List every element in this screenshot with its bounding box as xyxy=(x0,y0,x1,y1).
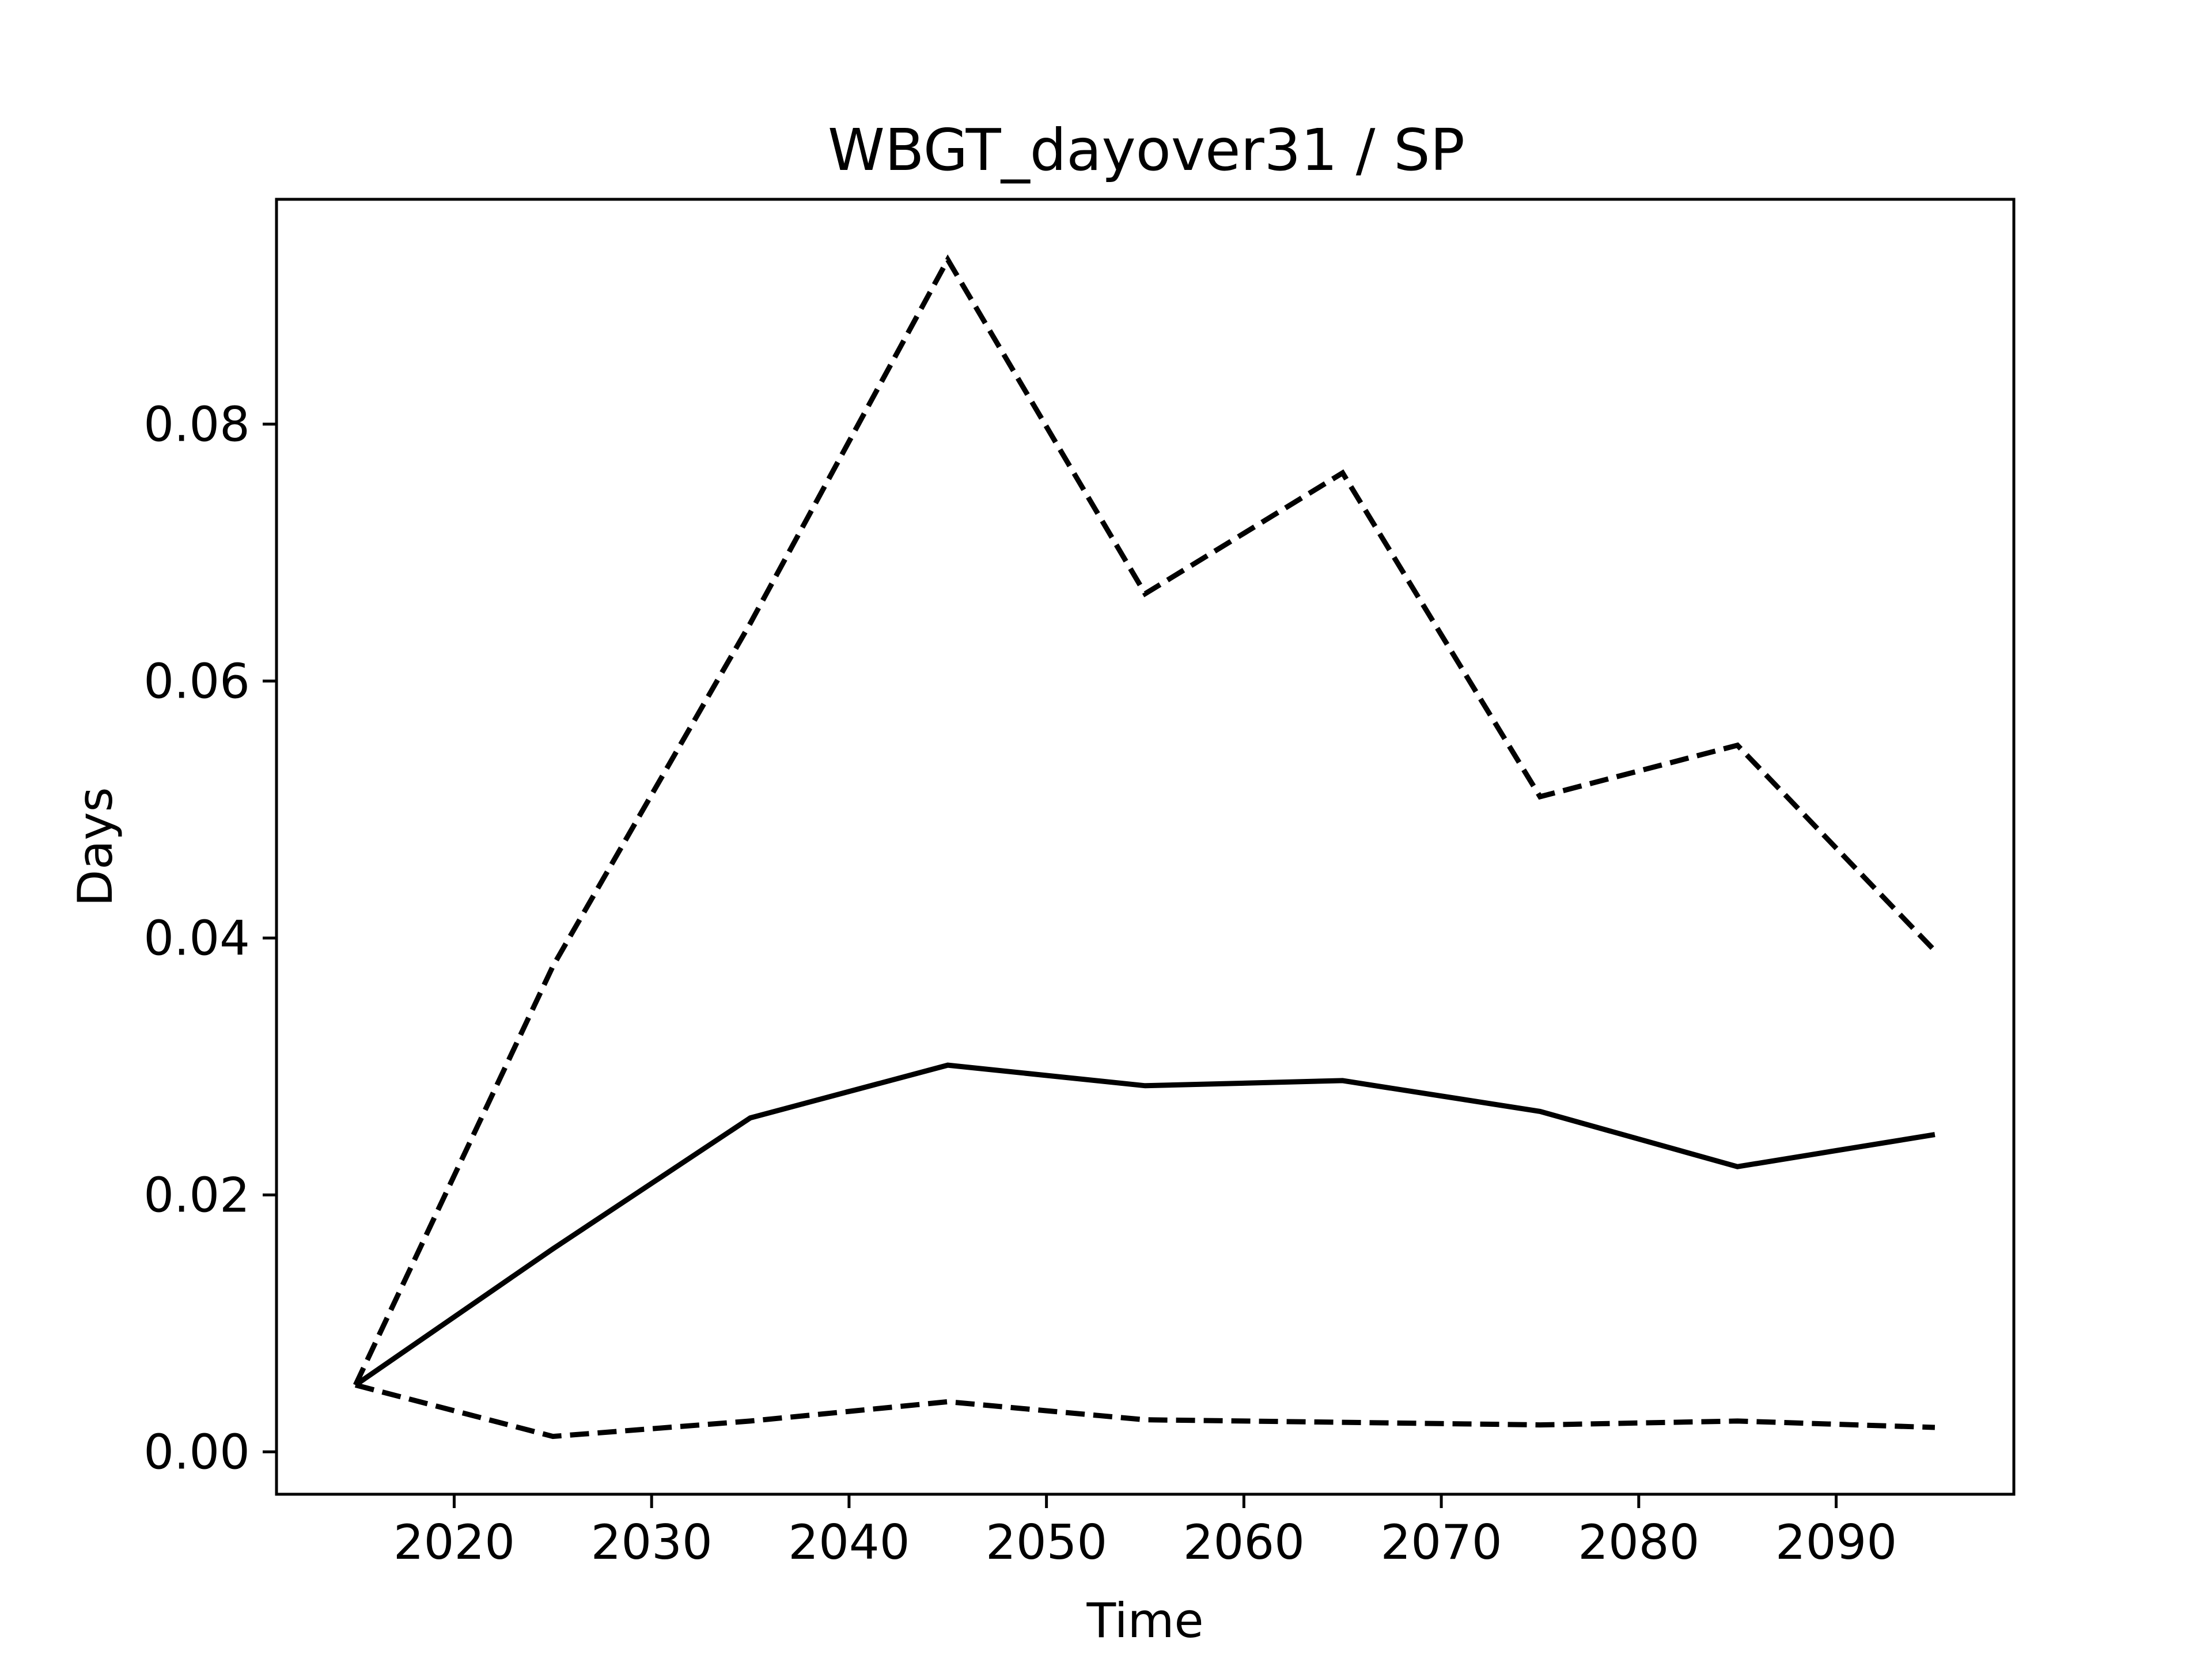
x-tick-label-2020: 2020 xyxy=(393,1514,515,1570)
y-tick-label-0: 0.00 xyxy=(143,1424,250,1480)
x-axis-label: Time xyxy=(1086,1593,1203,1649)
y-tick-label-2: 0.04 xyxy=(143,910,250,966)
chart-title: WBGT_dayover31 / SP xyxy=(828,116,1465,184)
y-tick-label-4: 0.08 xyxy=(143,396,250,452)
x-tick-label-2050: 2050 xyxy=(986,1514,1107,1570)
y-tick-label-3: 0.06 xyxy=(143,653,250,709)
x-tick-label-2040: 2040 xyxy=(788,1514,910,1570)
upper-dashed-series xyxy=(353,254,1937,1387)
x-tick-label-2090: 2090 xyxy=(1775,1514,1897,1570)
x-tick-label-2030: 2030 xyxy=(591,1514,713,1570)
x-tick-label-2070: 2070 xyxy=(1380,1514,1502,1570)
mean-solid-series xyxy=(354,1062,1936,1388)
x-tick-label-2060: 2060 xyxy=(1183,1514,1305,1570)
series-layer xyxy=(353,254,1937,1440)
y-axis: 0.00 0.02 0.04 0.06 0.08 xyxy=(143,396,276,1480)
y-tick-label-1: 0.02 xyxy=(143,1167,250,1223)
y-axis-label: Days xyxy=(67,787,123,906)
x-tick-label-2080: 2080 xyxy=(1578,1514,1699,1570)
plot-frame xyxy=(275,198,2016,1496)
x-axis: 2020 2030 2040 2050 2060 2070 2080 2090 xyxy=(393,1494,1897,1570)
